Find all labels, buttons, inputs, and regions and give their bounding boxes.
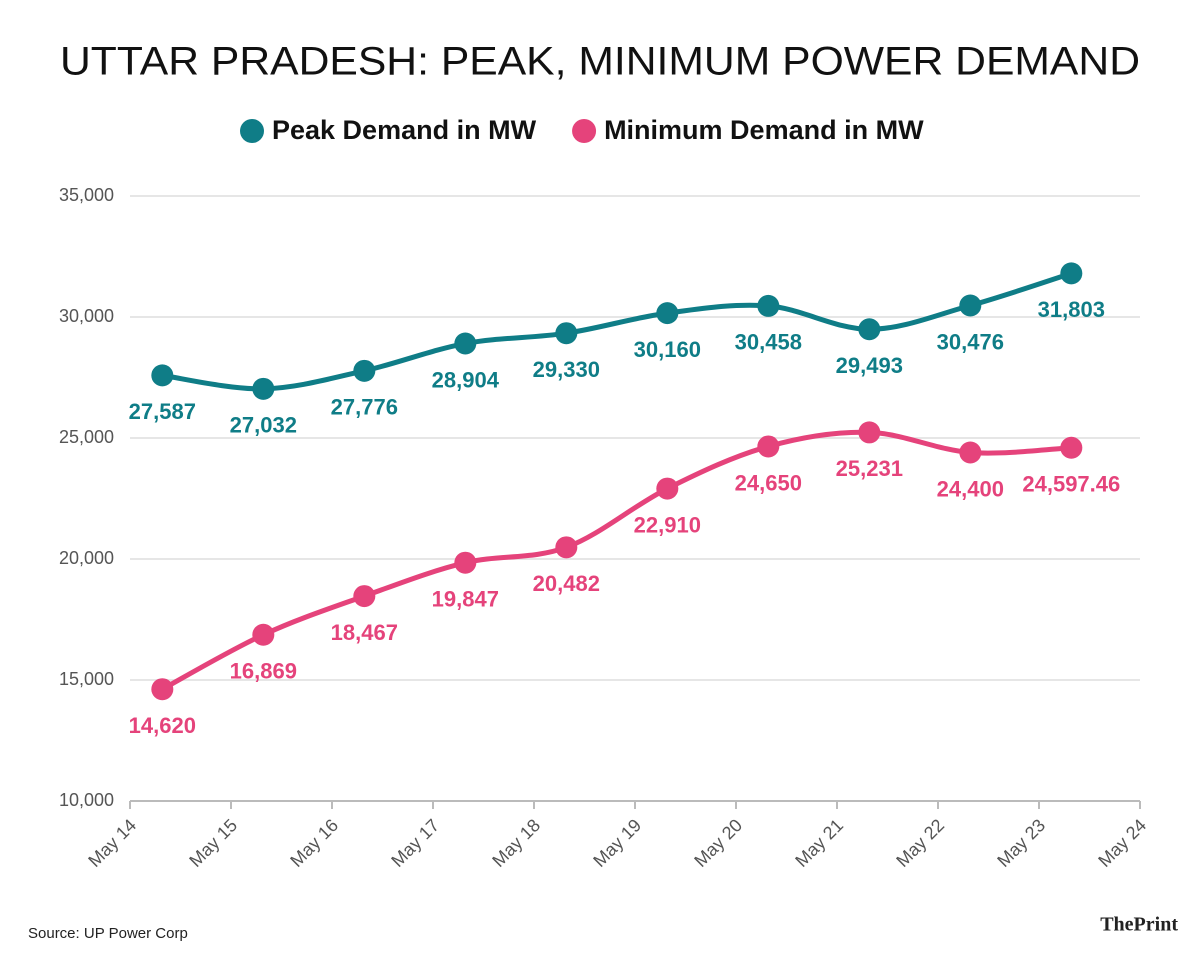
legend-label: Peak Demand in MW	[272, 115, 537, 145]
value-label: 30,476	[937, 329, 1004, 354]
value-label: 14,620	[129, 713, 196, 738]
value-label: 30,458	[735, 330, 802, 355]
value-label: 27,776	[331, 395, 398, 420]
point	[252, 623, 275, 646]
point	[959, 294, 982, 317]
value-label: 31,803	[1038, 297, 1105, 322]
value-label: 24,597.46	[1022, 472, 1120, 497]
y-tick-label: 10,000	[59, 790, 114, 810]
legend-label: Minimum Demand in MW	[604, 115, 924, 145]
y-tick-label: 25,000	[59, 427, 114, 447]
y-tick-label: 15,000	[59, 669, 114, 689]
value-label: 24,650	[735, 470, 802, 495]
series-line	[161, 429, 1072, 692]
source: Source: UP Power Corp	[28, 925, 188, 942]
series-line	[161, 270, 1073, 392]
point	[1060, 262, 1083, 285]
value-label: 27,587	[129, 399, 196, 424]
value-label: 25,231	[836, 456, 903, 481]
value-label: 29,330	[533, 357, 600, 382]
value-label: 27,032	[230, 413, 297, 438]
value-label: 24,400	[937, 476, 1004, 501]
y-tick-label: 35,000	[59, 185, 114, 205]
value-label: 29,493	[836, 353, 903, 378]
point	[454, 551, 477, 574]
point	[353, 359, 376, 382]
point	[1060, 436, 1083, 459]
point	[151, 364, 174, 387]
value-label: 22,910	[634, 512, 701, 537]
value-label: 20,482	[533, 571, 600, 596]
y-tick-label: 20,000	[59, 548, 114, 568]
point	[959, 441, 982, 464]
value-label: 19,847	[432, 587, 499, 612]
legend-marker	[572, 119, 597, 143]
legend-marker	[240, 119, 264, 143]
point	[353, 585, 376, 608]
logo: ThePrint	[1100, 914, 1178, 936]
point	[656, 302, 679, 325]
point	[555, 536, 578, 559]
point	[252, 377, 275, 400]
point	[757, 435, 780, 458]
point	[858, 318, 881, 341]
point	[555, 322, 578, 345]
point	[656, 477, 679, 500]
chart-title: UTTAR PRADESH: PEAK, MINIMUM POWER DEMAN…	[60, 40, 1140, 84]
value-label: 30,160	[634, 337, 701, 362]
point	[858, 421, 881, 444]
point	[151, 678, 174, 701]
value-label: 18,467	[331, 620, 398, 645]
y-tick-label: 30,000	[59, 306, 114, 326]
value-label: 16,869	[230, 659, 297, 684]
point	[454, 332, 477, 355]
value-label: 28,904	[432, 367, 500, 392]
point	[757, 294, 780, 317]
legend: Peak Demand in MW Minimum Demand in MW	[240, 115, 924, 145]
